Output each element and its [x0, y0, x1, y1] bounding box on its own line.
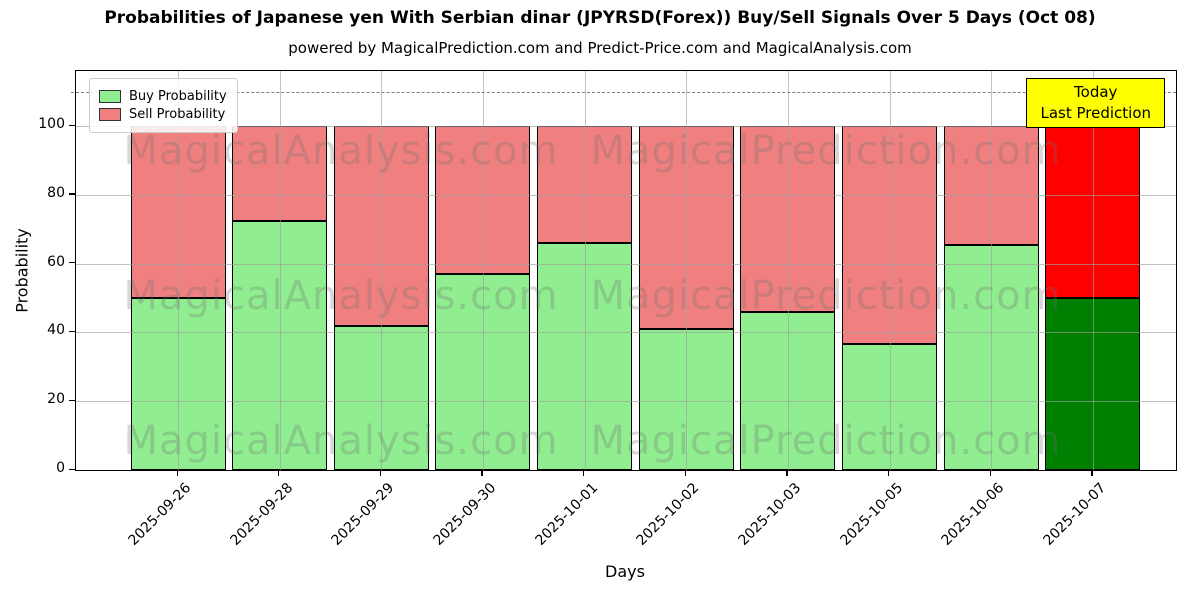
x-tick-mark: [583, 470, 585, 476]
buy-bar-segment: [1045, 298, 1141, 470]
y-tick-mark: [69, 262, 75, 264]
sell-bar-segment: [333, 126, 429, 326]
sell-bar-segment: [232, 126, 328, 221]
y-tick-label: 100: [38, 116, 65, 133]
sell-bar-segment: [638, 126, 734, 329]
y-tick-label: 0: [56, 460, 65, 476]
y-tick-mark: [69, 330, 75, 333]
x-tick-mark: [989, 470, 992, 476]
x-tick-mark: [1091, 470, 1093, 476]
buy-bar-segment: [943, 244, 1039, 470]
y-tick-label: 40: [47, 322, 65, 339]
x-tick-mark: [888, 470, 890, 476]
y-tick-label: 80: [47, 184, 65, 201]
sell-bar-segment: [130, 126, 226, 299]
today-annotation-line2: Last Prediction: [1040, 104, 1151, 122]
sell-bar-segment: [435, 126, 531, 274]
sell-swatch-icon: [99, 108, 121, 121]
x-tick-mark: [379, 470, 382, 476]
buy-swatch-icon: [99, 90, 121, 103]
x-axis-label: Days: [605, 562, 645, 581]
buy-bar-segment: [537, 242, 633, 470]
buy-bar-segment: [638, 328, 734, 470]
legend: Buy Probability Sell Probability: [89, 78, 238, 133]
buy-legend-label: Buy Probability: [129, 89, 227, 104]
y-tick-mark: [69, 193, 75, 195]
legend-entry-sell: Sell Probability: [99, 107, 227, 122]
y-tick-mark: [69, 399, 75, 401]
today-annotation-line1: Today: [1074, 83, 1118, 101]
chart-subtitle: powered by MagicalPrediction.com and Pre…: [288, 39, 912, 57]
buy-bar-segment: [232, 220, 328, 470]
sell-bar-segment: [943, 126, 1039, 245]
buy-bar-segment: [333, 325, 429, 470]
buy-bar-segment: [435, 273, 531, 470]
x-tick-mark: [786, 470, 788, 476]
buy-bar-segment: [842, 344, 938, 470]
y-tick-label: 60: [47, 253, 65, 270]
y-tick-mark: [69, 124, 75, 126]
threshold-dashed-line: [71, 91, 1176, 93]
x-tick-mark: [278, 470, 280, 476]
x-tick-mark: [481, 470, 483, 476]
x-tick-mark: [176, 470, 178, 476]
y-tick-label: 20: [47, 391, 65, 408]
today-annotation: Today Last Prediction: [1026, 78, 1165, 128]
sell-legend-label: Sell Probability: [129, 107, 226, 122]
chart-title: Probabilities of Japanese yen With Serbi…: [104, 8, 1096, 28]
sell-bar-segment: [1045, 126, 1141, 299]
bars-layer: [76, 71, 1176, 470]
plot-area: MagicalAnalysis.com MagicalPrediction.com…: [71, 70, 1177, 471]
buy-bar-segment: [740, 311, 836, 470]
legend-entry-buy: Buy Probability: [99, 89, 227, 104]
sell-bar-segment: [740, 126, 836, 312]
buy-bar-segment: [130, 298, 226, 470]
sell-bar-segment: [537, 126, 633, 243]
x-tick-mark: [684, 470, 687, 476]
sell-bar-segment: [842, 126, 938, 345]
y-tick-mark: [69, 468, 75, 470]
